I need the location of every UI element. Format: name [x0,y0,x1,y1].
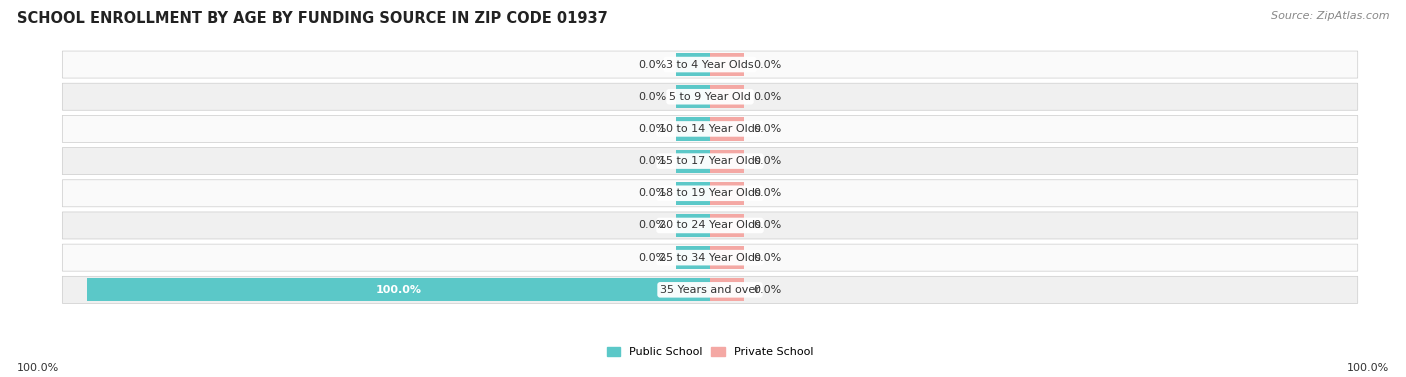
Text: 25 to 34 Year Olds: 25 to 34 Year Olds [659,253,761,263]
Text: 10 to 14 Year Olds: 10 to 14 Year Olds [659,124,761,134]
Text: 0.0%: 0.0% [754,124,782,134]
Text: 100.0%: 100.0% [17,363,59,373]
Text: 100.0%: 100.0% [375,285,422,295]
Text: 5 to 9 Year Old: 5 to 9 Year Old [669,92,751,102]
Bar [710,214,744,237]
Text: 0.0%: 0.0% [638,221,666,230]
Text: 0.0%: 0.0% [638,60,666,69]
FancyBboxPatch shape [62,51,1358,78]
Text: 0.0%: 0.0% [754,285,782,295]
Text: 100.0%: 100.0% [1347,363,1389,373]
Text: SCHOOL ENROLLMENT BY AGE BY FUNDING SOURCE IN ZIP CODE 01937: SCHOOL ENROLLMENT BY AGE BY FUNDING SOUR… [17,11,607,26]
Bar [710,278,744,302]
Text: 0.0%: 0.0% [754,156,782,166]
Text: 0.0%: 0.0% [754,188,782,198]
Bar [676,214,710,237]
FancyBboxPatch shape [62,244,1358,271]
Bar [710,53,744,76]
Legend: Public School, Private School: Public School, Private School [602,342,818,362]
Bar [710,85,744,108]
Text: 0.0%: 0.0% [754,92,782,102]
Text: 0.0%: 0.0% [754,60,782,69]
Bar [676,182,710,205]
Text: 15 to 17 Year Olds: 15 to 17 Year Olds [659,156,761,166]
Bar [710,182,744,205]
Text: 0.0%: 0.0% [638,156,666,166]
Text: 20 to 24 Year Olds: 20 to 24 Year Olds [659,221,761,230]
Bar [676,53,710,76]
Bar [710,117,744,141]
Bar [676,85,710,108]
FancyBboxPatch shape [62,276,1358,303]
Text: 18 to 19 Year Olds: 18 to 19 Year Olds [659,188,761,198]
FancyBboxPatch shape [62,83,1358,110]
FancyBboxPatch shape [62,147,1358,175]
Bar [676,246,710,269]
Text: 0.0%: 0.0% [638,253,666,263]
Bar [710,150,744,173]
Text: 35 Years and over: 35 Years and over [659,285,761,295]
FancyBboxPatch shape [62,115,1358,143]
FancyBboxPatch shape [62,212,1358,239]
Bar [676,150,710,173]
Text: Source: ZipAtlas.com: Source: ZipAtlas.com [1271,11,1389,21]
Text: 0.0%: 0.0% [638,188,666,198]
FancyBboxPatch shape [62,180,1358,207]
Text: 0.0%: 0.0% [754,253,782,263]
Bar [710,246,744,269]
Text: 3 to 4 Year Olds: 3 to 4 Year Olds [666,60,754,69]
Text: 0.0%: 0.0% [638,124,666,134]
Bar [87,278,710,302]
Bar [676,117,710,141]
Text: 0.0%: 0.0% [638,92,666,102]
Text: 0.0%: 0.0% [754,221,782,230]
